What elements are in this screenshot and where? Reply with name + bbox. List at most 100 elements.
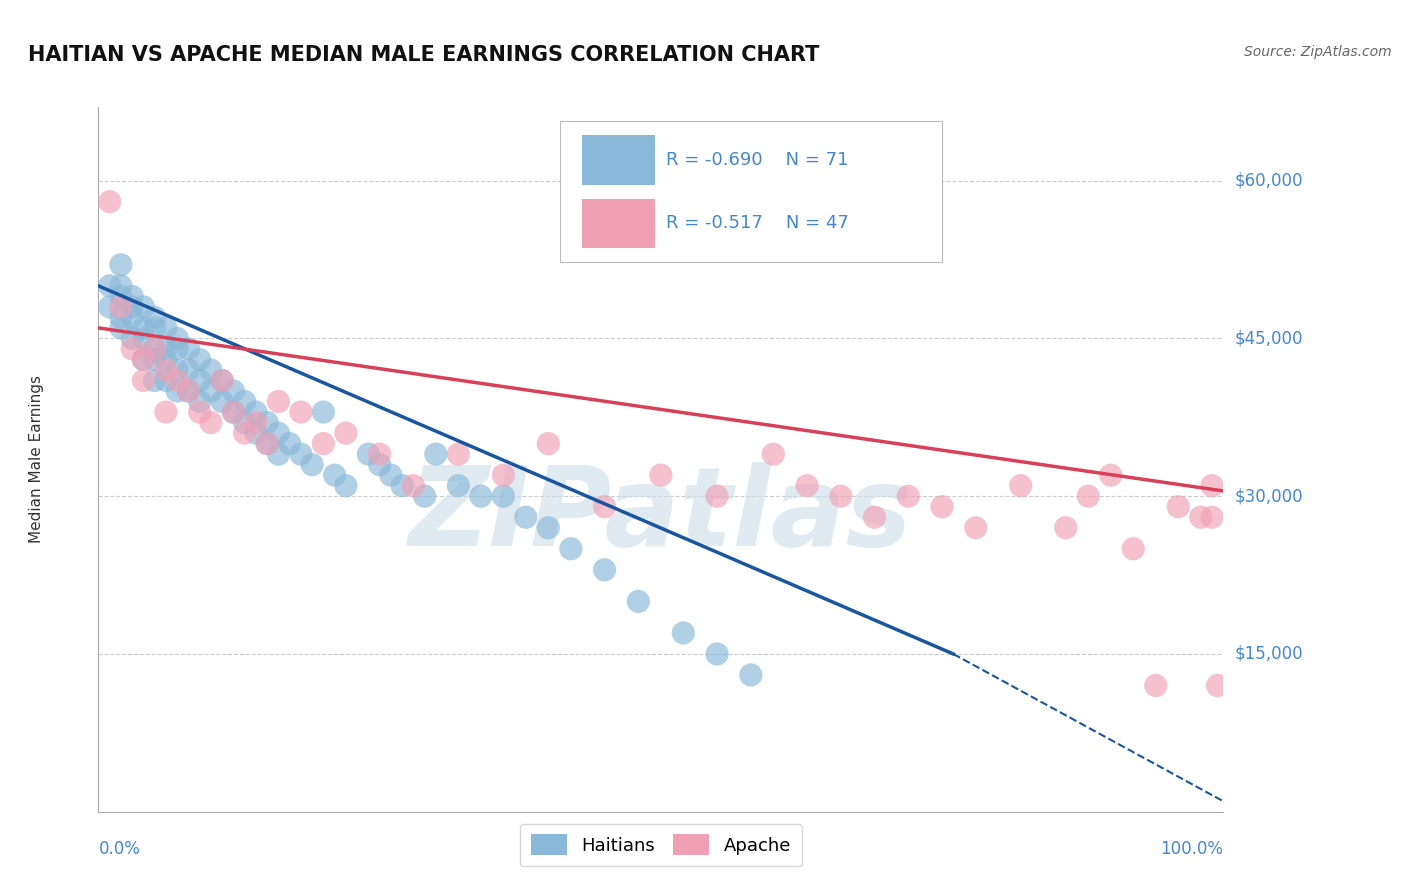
Point — [188, 394, 211, 409]
Point — [312, 405, 335, 419]
Text: ZIPatlas: ZIPatlas — [409, 462, 912, 569]
Point — [830, 489, 852, 503]
Point — [706, 647, 728, 661]
Point — [357, 447, 380, 461]
Point — [965, 521, 987, 535]
Point — [706, 489, 728, 503]
Point — [121, 289, 143, 303]
Point — [177, 363, 200, 377]
Point — [143, 310, 166, 325]
Point — [121, 310, 143, 325]
Point — [132, 352, 155, 367]
Legend: Haitians, Apache: Haitians, Apache — [520, 823, 801, 866]
Point — [1189, 510, 1212, 524]
Point — [222, 405, 245, 419]
Point — [200, 416, 222, 430]
Point — [267, 447, 290, 461]
Point — [143, 374, 166, 388]
Point — [188, 374, 211, 388]
Point — [323, 468, 346, 483]
Point — [537, 521, 560, 535]
Point — [166, 363, 188, 377]
Text: Median Male Earnings: Median Male Earnings — [30, 376, 44, 543]
Point — [897, 489, 920, 503]
Point — [166, 342, 188, 356]
Point — [188, 405, 211, 419]
Point — [121, 331, 143, 345]
Point — [155, 321, 177, 335]
Point — [155, 342, 177, 356]
Point — [796, 478, 818, 492]
Point — [155, 374, 177, 388]
Point — [560, 541, 582, 556]
Point — [256, 416, 278, 430]
Point — [110, 289, 132, 303]
Text: 0.0%: 0.0% — [98, 840, 141, 858]
Point — [672, 626, 695, 640]
Point — [1054, 521, 1077, 535]
Point — [188, 352, 211, 367]
Point — [368, 458, 391, 472]
Point — [143, 342, 166, 356]
Point — [121, 342, 143, 356]
Point — [200, 363, 222, 377]
Point — [166, 374, 188, 388]
Point — [110, 278, 132, 293]
Point — [413, 489, 436, 503]
Point — [245, 405, 267, 419]
Text: Source: ZipAtlas.com: Source: ZipAtlas.com — [1244, 45, 1392, 59]
Text: HAITIAN VS APACHE MEDIAN MALE EARNINGS CORRELATION CHART: HAITIAN VS APACHE MEDIAN MALE EARNINGS C… — [28, 45, 820, 64]
Point — [335, 426, 357, 441]
Point — [931, 500, 953, 514]
Point — [110, 258, 132, 272]
Point — [1122, 541, 1144, 556]
Point — [256, 436, 278, 450]
Point — [1144, 679, 1167, 693]
Text: $45,000: $45,000 — [1234, 329, 1303, 347]
Point — [593, 500, 616, 514]
Point — [290, 447, 312, 461]
Text: R = -0.690    N = 71: R = -0.690 N = 71 — [666, 151, 849, 169]
Text: 100.0%: 100.0% — [1160, 840, 1223, 858]
Point — [110, 300, 132, 314]
Point — [132, 300, 155, 314]
Point — [863, 510, 886, 524]
Point — [98, 194, 121, 209]
Point — [627, 594, 650, 608]
Point — [515, 510, 537, 524]
Point — [233, 394, 256, 409]
Point — [380, 468, 402, 483]
Point — [233, 416, 256, 430]
Point — [143, 342, 166, 356]
Point — [537, 436, 560, 450]
Point — [245, 426, 267, 441]
Point — [211, 374, 233, 388]
FancyBboxPatch shape — [582, 136, 655, 185]
Text: R = -0.517    N = 47: R = -0.517 N = 47 — [666, 214, 849, 232]
Point — [1167, 500, 1189, 514]
Point — [98, 300, 121, 314]
Point — [391, 478, 413, 492]
Point — [222, 405, 245, 419]
Point — [166, 331, 188, 345]
Point — [177, 384, 200, 398]
Text: $30,000: $30,000 — [1234, 487, 1303, 505]
Point — [110, 321, 132, 335]
Point — [301, 458, 323, 472]
Point — [492, 489, 515, 503]
Point — [447, 447, 470, 461]
Point — [492, 468, 515, 483]
Point — [245, 416, 267, 430]
Text: $60,000: $60,000 — [1234, 171, 1303, 190]
Point — [143, 321, 166, 335]
Point — [166, 384, 188, 398]
Point — [402, 478, 425, 492]
Point — [762, 447, 785, 461]
Point — [1201, 510, 1223, 524]
Point — [1206, 679, 1229, 693]
Text: $15,000: $15,000 — [1234, 645, 1303, 663]
Point — [177, 342, 200, 356]
Point — [110, 310, 132, 325]
Point — [155, 405, 177, 419]
Point — [267, 394, 290, 409]
